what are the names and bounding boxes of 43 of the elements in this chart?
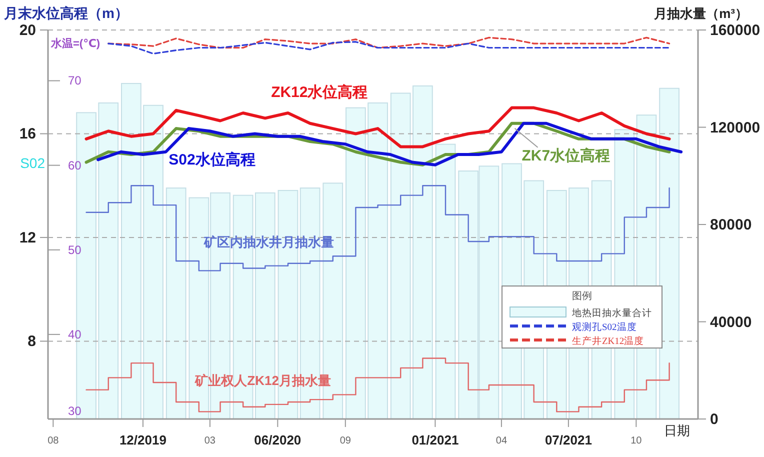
x-tick-label: 01/2021 <box>412 432 459 448</box>
x-tick-label: 12/2019 <box>119 432 166 448</box>
bar <box>659 88 680 420</box>
legend-title: 图例 <box>572 291 592 302</box>
x-tick-label: 09 <box>340 436 352 447</box>
x-tick-label: 04 <box>496 436 508 447</box>
y3-tick-label: 40 <box>68 327 82 342</box>
y2-tick-label: 160000 <box>710 22 760 39</box>
series-label: 矿业权人ZK12月抽水量 <box>194 372 331 388</box>
series-label: 地热田抽水量合计 <box>571 307 652 319</box>
text: 观测孔S02温度 <box>572 323 637 333</box>
bar <box>166 188 186 420</box>
y3-axis-title: 水温=(℃) <box>50 37 100 50</box>
line-series <box>84 106 671 148</box>
y2-tick-label: 40000 <box>710 314 752 331</box>
y-axis-title: 月末水位高程（m） <box>3 5 128 21</box>
y3-tick-label: 50 <box>68 242 82 257</box>
y-tick-label: 8 <box>28 333 36 350</box>
x-tick-label: 10 <box>630 436 642 447</box>
y3-tick-label: 70 <box>68 74 82 88</box>
y-tick-label: 12 <box>19 229 36 246</box>
x-axis-title: 日期 <box>664 423 690 438</box>
y-tick-label: 20 <box>19 22 36 39</box>
x-tick-label: 03 <box>204 436 216 447</box>
y2-tick-label: 0 <box>710 411 718 428</box>
series-label: ZK12水位高程 <box>271 82 368 101</box>
series-label: S02水位高程 <box>168 150 256 169</box>
series-label: 矿区内抽水井月抽水量 <box>203 234 334 250</box>
y2-tick-label: 80000 <box>710 216 752 234</box>
x-tick-label: 07/2021 <box>544 432 592 448</box>
y-tick-label: 16 <box>19 126 36 143</box>
line-series <box>108 36 670 49</box>
y3-tick-label: 30 <box>68 404 82 418</box>
y3-tick-label: 60 <box>68 158 82 172</box>
text: S02 <box>20 155 46 171</box>
y2-axis-title: 月抽水量（m³） <box>653 6 748 21</box>
x-tick-label: 06/2020 <box>254 432 302 448</box>
series-label: ZK7水位高程 <box>522 146 610 164</box>
y2-tick-label: 120000 <box>710 119 760 136</box>
line-series <box>108 41 670 54</box>
x-tick-label: 08 <box>48 436 60 447</box>
text: 生产井ZK12温度 <box>572 337 644 347</box>
bar <box>435 144 456 420</box>
